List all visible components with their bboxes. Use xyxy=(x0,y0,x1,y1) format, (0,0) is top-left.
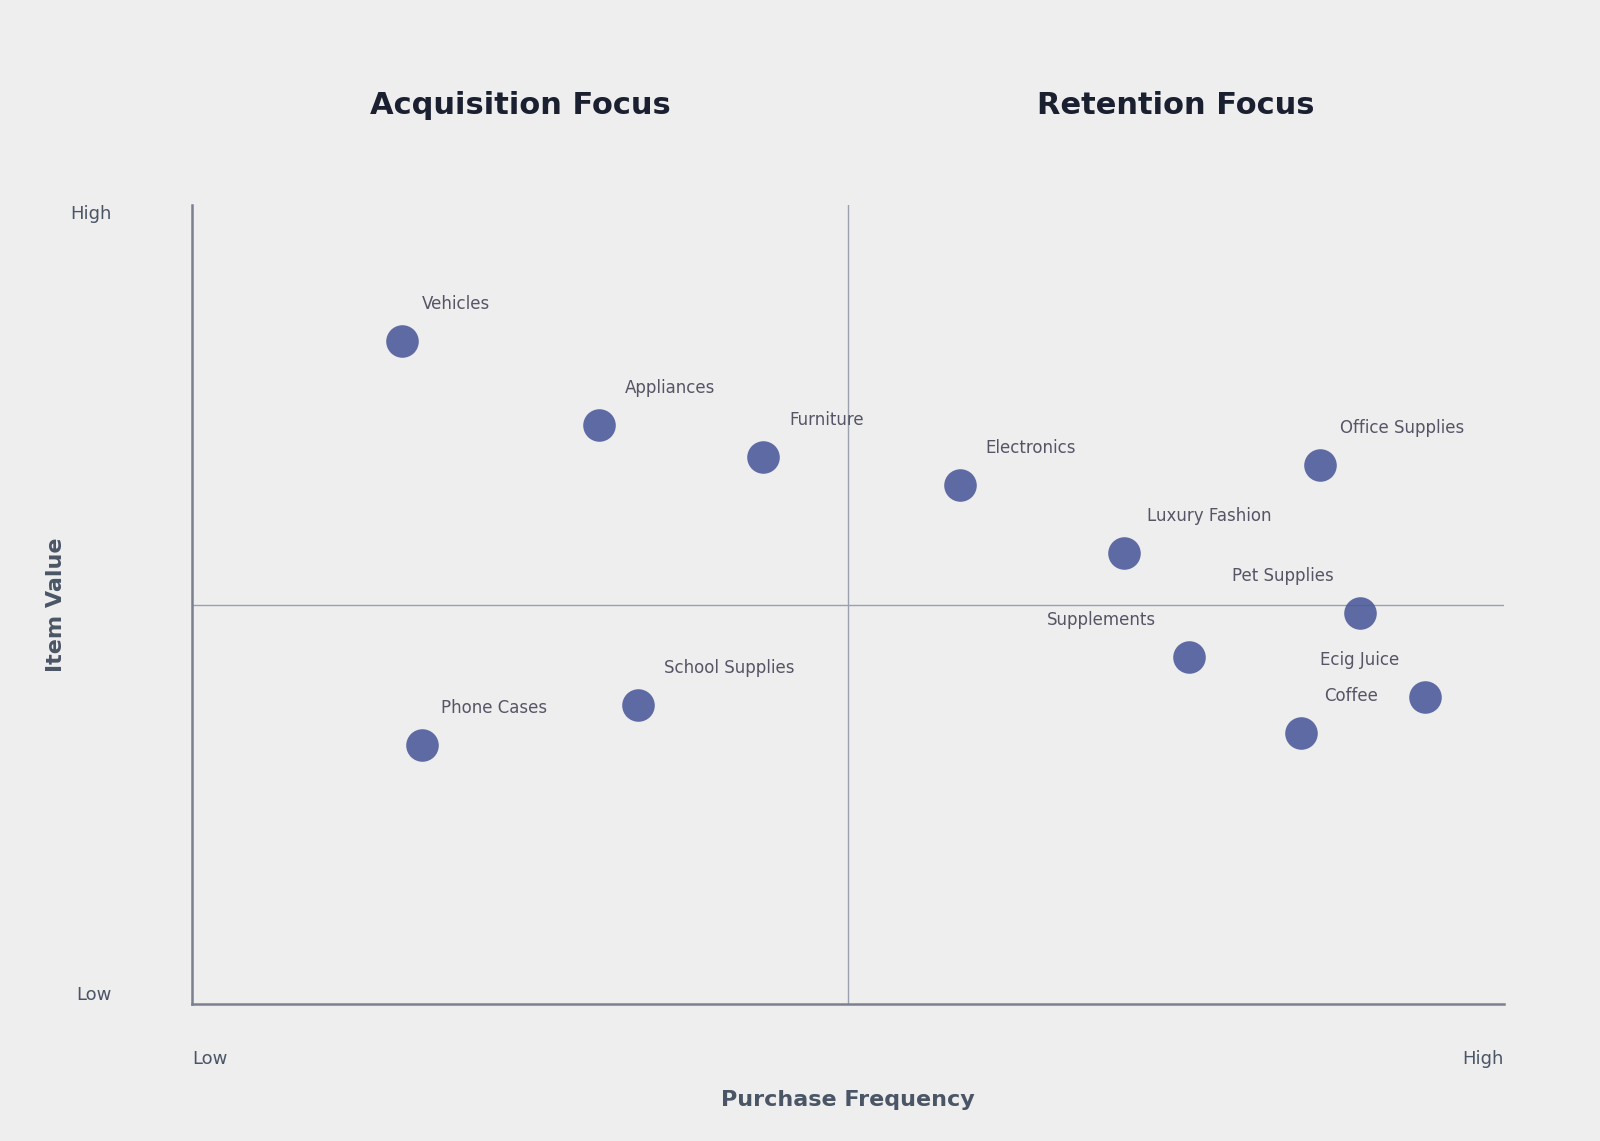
Point xyxy=(750,447,776,466)
Text: Ecig Juice: Ecig Juice xyxy=(1320,650,1398,669)
Text: Phone Cases: Phone Cases xyxy=(442,698,547,717)
Text: Coffee: Coffee xyxy=(1325,687,1378,704)
Text: High: High xyxy=(1462,1050,1504,1068)
Point xyxy=(586,416,611,435)
Text: Electronics: Electronics xyxy=(986,439,1077,456)
Point xyxy=(626,695,651,714)
Point xyxy=(389,332,414,350)
Text: Retention Focus: Retention Focus xyxy=(1037,91,1315,120)
Text: Low: Low xyxy=(77,986,112,1004)
Point xyxy=(1288,723,1314,742)
Text: Acquisition Focus: Acquisition Focus xyxy=(370,91,670,120)
Text: Appliances: Appliances xyxy=(626,379,715,397)
Text: Luxury Fashion: Luxury Fashion xyxy=(1147,507,1272,525)
Text: Vehicles: Vehicles xyxy=(422,296,490,313)
Point xyxy=(410,736,435,754)
Point xyxy=(1413,687,1438,705)
Text: High: High xyxy=(70,205,112,224)
Text: School Supplies: School Supplies xyxy=(664,658,795,677)
Text: Purchase Frequency: Purchase Frequency xyxy=(722,1090,974,1110)
Text: Furniture: Furniture xyxy=(789,411,864,429)
Point xyxy=(1176,647,1202,665)
Point xyxy=(947,476,973,494)
Text: Supplements: Supplements xyxy=(1046,610,1157,629)
Point xyxy=(1110,543,1136,561)
Point xyxy=(1307,455,1333,475)
Text: Office Supplies: Office Supplies xyxy=(1341,419,1464,437)
Text: Item Value: Item Value xyxy=(46,537,66,672)
Point xyxy=(1347,604,1373,622)
Text: Pet Supplies: Pet Supplies xyxy=(1232,567,1333,584)
Text: Low: Low xyxy=(192,1050,227,1068)
